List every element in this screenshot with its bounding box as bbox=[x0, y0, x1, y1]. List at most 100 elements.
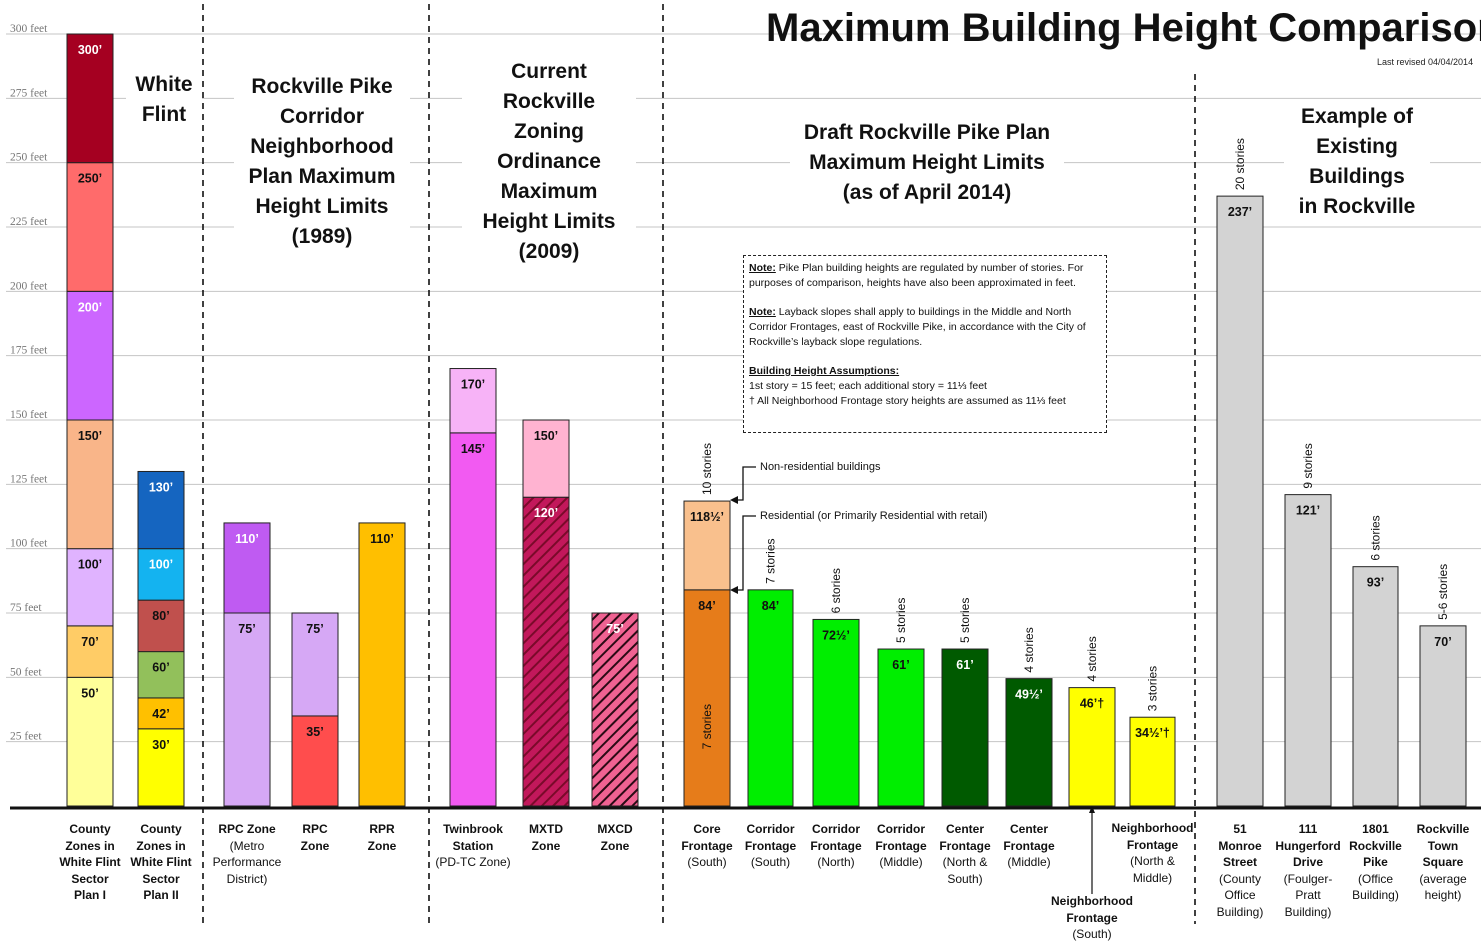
data-label: 121’ bbox=[1296, 504, 1320, 518]
x-tick-label: RPC Zone bbox=[300, 822, 330, 853]
x-tick-label: County Zones in White Flint Sector Plan … bbox=[59, 822, 121, 902]
section-title-rpc-plan: Rockville Pike Corridor Neighborhood Pla… bbox=[234, 72, 410, 252]
x-tick-label: County Zones in White Flint Sector Plan … bbox=[130, 822, 192, 902]
bar-segment bbox=[591, 612, 639, 807]
data-label: 84’ bbox=[762, 599, 779, 613]
data-label: 110’ bbox=[235, 532, 259, 546]
x-tick-label: RPR Zone bbox=[367, 822, 397, 853]
bar-segment bbox=[66, 290, 114, 421]
bar-segment bbox=[449, 432, 497, 807]
data-label: 150’ bbox=[534, 429, 558, 443]
x-tick-label: RPC Zone (Metro Performance District) bbox=[212, 822, 282, 886]
note-2-heading: Note: bbox=[749, 306, 776, 318]
data-label: 200’ bbox=[78, 300, 102, 314]
bar-segment bbox=[66, 162, 114, 292]
note-1-text: Pike Plan building heights are regulated… bbox=[749, 262, 1084, 289]
bar-segment bbox=[66, 33, 114, 164]
annotation-non-residential: Non-residential buildings bbox=[760, 461, 881, 473]
arrow-residential bbox=[736, 515, 756, 591]
bar-segment bbox=[137, 548, 185, 601]
stories-label: 4 stories bbox=[1022, 627, 1036, 672]
data-label: 72½’ bbox=[822, 628, 850, 642]
data-label: 49½’ bbox=[1015, 688, 1043, 702]
x-tick-label: 51 Monroe Street (County Office Building) bbox=[1216, 822, 1264, 919]
bar-segment bbox=[941, 648, 989, 807]
y-tick-label: 200 feet bbox=[10, 280, 48, 292]
data-label: 84’ bbox=[698, 599, 715, 613]
x-tick-label: Center Frontage (Middle) bbox=[1003, 822, 1055, 869]
y-tick-label: 300 feet bbox=[10, 23, 48, 35]
bar-segment bbox=[1005, 678, 1053, 807]
data-label: 130’ bbox=[149, 480, 173, 494]
stories-label: 4 stories bbox=[1085, 636, 1099, 681]
bar-segment bbox=[66, 419, 114, 550]
x-tick-label: Neighborhood Frontage (South) bbox=[1051, 894, 1133, 941]
y-tick-label: 25 feet bbox=[10, 731, 42, 743]
bar-segment bbox=[683, 500, 731, 591]
stories-label: 20 stories bbox=[1233, 138, 1247, 190]
data-label: 61’ bbox=[956, 658, 973, 672]
bar-segment bbox=[66, 676, 114, 807]
chart-title: Maximum Building Height Comparison bbox=[766, 6, 1481, 50]
data-label: 35’ bbox=[306, 725, 323, 739]
data-label: 60’ bbox=[152, 661, 169, 675]
arrow-neighborhood-south-head bbox=[1089, 806, 1095, 813]
x-tick-label: Corridor Frontage (South) bbox=[744, 822, 797, 869]
data-label: 75’ bbox=[606, 622, 623, 636]
data-label: 80’ bbox=[152, 609, 169, 623]
x-tick-label: Neighborhood Frontage (North & Middle) bbox=[1111, 821, 1194, 885]
bar-segment bbox=[291, 715, 339, 807]
note-2-text: Layback slopes shall apply to buildings … bbox=[749, 306, 1086, 348]
notes-box: Note: Pike Plan building heights are reg… bbox=[743, 255, 1107, 433]
stories-label: 9 stories bbox=[1301, 443, 1315, 488]
y-tick-label: 100 feet bbox=[10, 538, 48, 550]
bar-segment bbox=[683, 589, 731, 807]
y-tick-label: 250 feet bbox=[10, 152, 48, 164]
stories-label: 7 stories bbox=[700, 704, 714, 749]
y-tick-label: 75 feet bbox=[10, 602, 42, 614]
assumption-2: † All Neighborhood Frontage story height… bbox=[749, 395, 1066, 407]
data-label: 100’ bbox=[149, 558, 173, 572]
data-label: 170’ bbox=[461, 378, 485, 392]
bar-segment bbox=[877, 648, 925, 807]
x-tick-label: Rockville Town Square (average height) bbox=[1416, 822, 1470, 902]
x-tick-label: 1801 Rockville Pike (Office Building) bbox=[1349, 822, 1402, 902]
x-tick-label: MXCD Zone bbox=[597, 822, 633, 853]
assumption-1: 1st story = 15 feet; each additional sto… bbox=[749, 380, 987, 392]
x-tick-label: Corridor Frontage (Middle) bbox=[875, 822, 927, 869]
data-label: 150’ bbox=[78, 429, 102, 443]
y-tick-label: 50 feet bbox=[10, 666, 42, 678]
bar-segment bbox=[358, 522, 406, 807]
data-label: 250’ bbox=[78, 172, 102, 186]
bar-segment bbox=[137, 651, 185, 699]
data-label: 93’ bbox=[1367, 576, 1384, 590]
arrow-non-residential-head bbox=[730, 496, 738, 504]
annotation-residential: Residential (or Primarily Residential wi… bbox=[760, 510, 988, 522]
data-label: 42’ bbox=[152, 707, 169, 721]
arrow-non-residential bbox=[736, 466, 756, 501]
x-tick-label: 111 Hungerford Drive (Foulger- Pratt Buil… bbox=[1275, 822, 1341, 919]
bar-segment bbox=[137, 728, 185, 807]
bar-segment bbox=[1419, 625, 1467, 807]
data-label: 145’ bbox=[461, 442, 485, 456]
section-title-white-flint: White Flint bbox=[126, 70, 202, 130]
stories-label: 10 stories bbox=[700, 443, 714, 495]
bar-segment bbox=[522, 419, 570, 498]
y-tick-label: 275 feet bbox=[10, 87, 48, 99]
bar-segment bbox=[137, 697, 185, 730]
stories-label: 6 stories bbox=[829, 568, 843, 613]
stories-label: 5-6 stories bbox=[1436, 564, 1450, 620]
bar-segment bbox=[747, 589, 794, 807]
data-label: 300’ bbox=[78, 43, 102, 57]
x-tick-label: MXTD Zone bbox=[529, 822, 563, 853]
stories-label: 5 stories bbox=[958, 598, 972, 643]
bar-segment bbox=[223, 612, 271, 807]
section-title-zoning: Current Rockville Zoning Ordinance Maxim… bbox=[462, 57, 636, 267]
data-label: 70’ bbox=[1434, 635, 1451, 649]
x-tick-label: Corridor Frontage (North) bbox=[810, 822, 862, 869]
data-label: 100’ bbox=[78, 558, 102, 572]
assumptions-heading: Building Height Assumptions: bbox=[749, 365, 900, 377]
bar-segment bbox=[1129, 716, 1176, 807]
bar-segment bbox=[1352, 566, 1399, 807]
